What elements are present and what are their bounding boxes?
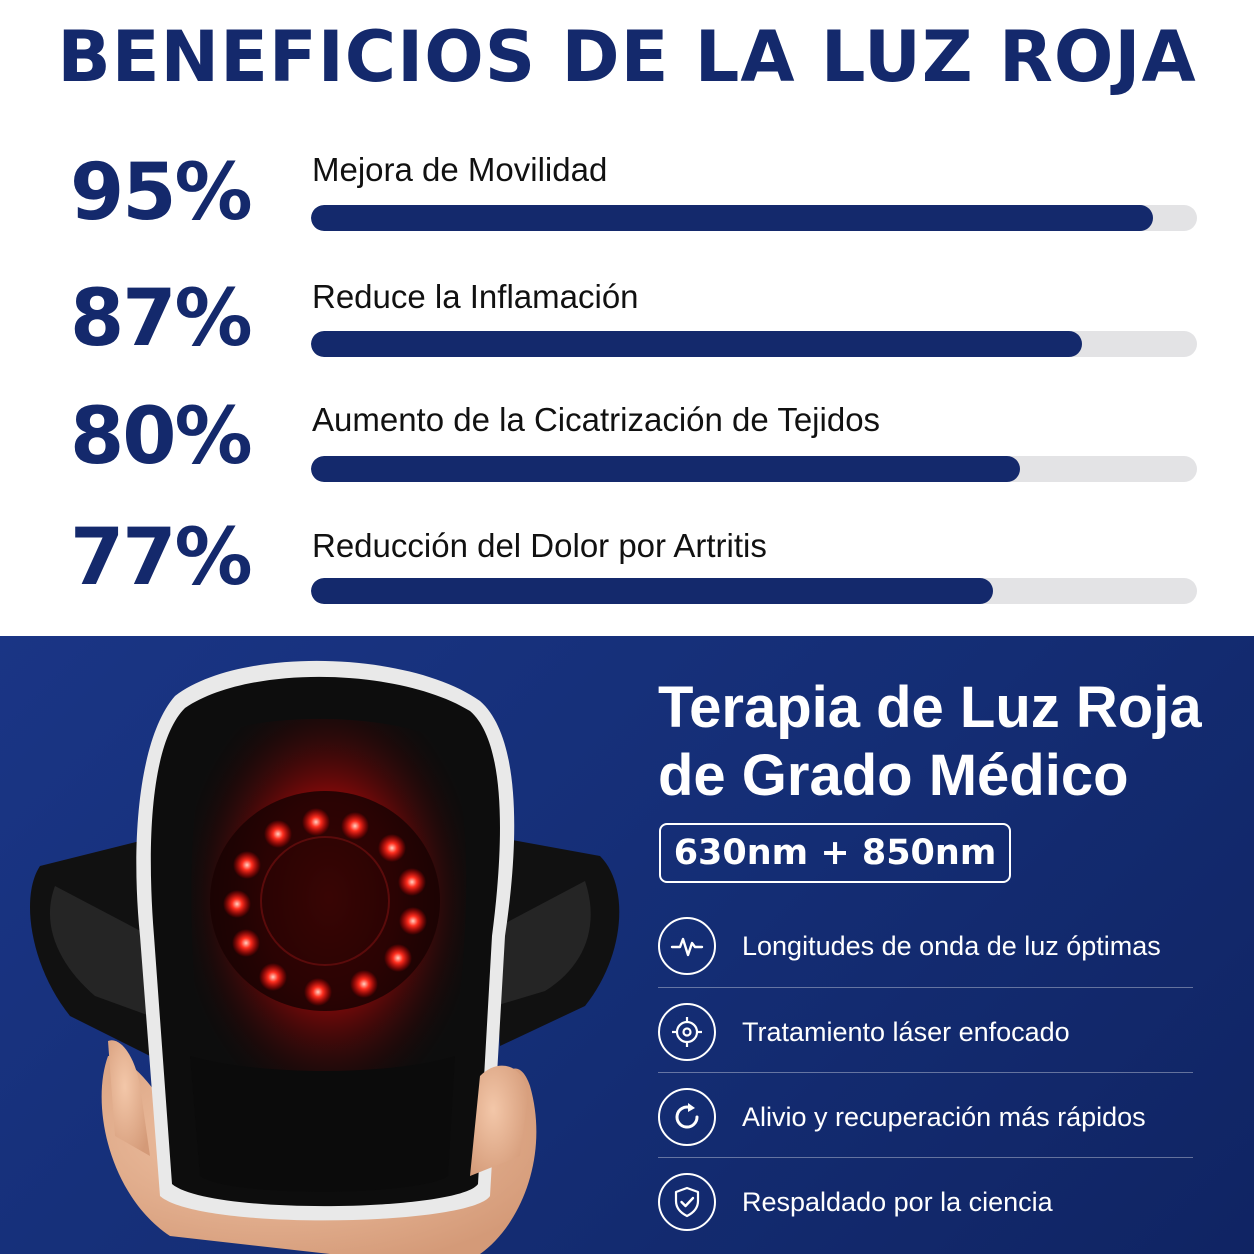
page-title: BENEFICIOS DE LA LUZ ROJA [57,16,1197,98]
feature-text: Tratamiento láser enfocado [742,1017,1070,1047]
stat-label: Reduce la Inflamación [312,278,639,315]
stat-label: Mejora de Movilidad [312,151,608,188]
stat-row-healing: 80% Aumento de la Cicatrización de Tejid… [0,392,1254,502]
product-section: Terapia de Luz Roja de Grado Médico 630n… [0,636,1254,1254]
feature-item-wavelengths: Longitudes de onda de luz óptimas [658,904,1193,989]
stat-percent: 80% [70,392,253,482]
stat-row-mobility: 95% Mejora de Movilidad [0,148,1254,258]
progress-fill [311,456,1020,482]
feature-item-laser: Tratamiento láser enfocado [658,990,1193,1075]
feature-item-recovery: Alivio y recuperación más rápidos [658,1075,1193,1160]
stat-row-arthritis: 77% Reducción del Dolor por Artritis [0,513,1254,623]
progress-track [311,456,1197,482]
wavelength-badge: 630nm + 850nm [659,823,1011,883]
progress-fill [311,578,994,604]
led-ring [223,808,427,1006]
product-title: Terapia de Luz Roja de Grado Médico [658,674,1238,810]
progress-track [311,205,1197,231]
feature-text: Alivio y recuperación más rápidos [742,1102,1146,1132]
refresh-icon [658,1088,716,1146]
progress-fill [311,205,1153,231]
target-icon [658,1003,716,1061]
stat-label: Aumento de la Cicatrización de Tejidos [312,401,881,438]
stat-label: Reducción del Dolor por Artritis [312,527,767,564]
pulse-icon [658,917,716,975]
progress-fill [311,331,1082,357]
product-title-line2: de Grado Médico [658,743,1129,808]
divider [658,1157,1193,1158]
stat-percent: 95% [70,148,253,238]
progress-track [311,331,1197,357]
shield-check-icon [658,1173,716,1231]
stat-percent: 87% [70,274,253,364]
feature-text: Longitudes de onda de luz óptimas [742,931,1161,961]
knee-device-image [30,660,620,1254]
progress-track [311,578,1197,604]
feature-text: Respaldado por la ciencia [742,1187,1053,1217]
feature-item-science: Respaldado por la ciencia [658,1160,1193,1245]
benefits-section: BENEFICIOS DE LA LUZ ROJA 95% Mejora de … [0,16,1254,623]
divider [658,987,1193,988]
divider [658,1072,1193,1073]
stat-row-inflammation: 87% Reduce la Inflamación [0,274,1254,384]
stat-percent: 77% [70,513,253,603]
product-title-line1: Terapia de Luz Roja [658,675,1202,740]
